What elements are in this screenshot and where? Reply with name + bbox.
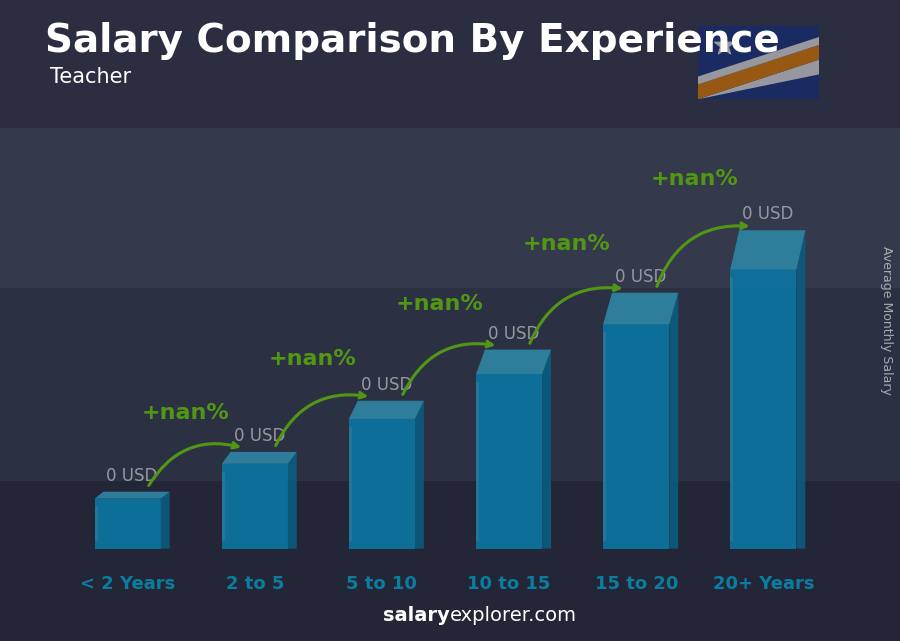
Text: salary: salary bbox=[383, 606, 450, 625]
Polygon shape bbox=[476, 382, 479, 541]
Polygon shape bbox=[698, 45, 819, 99]
Bar bbox=[603, 324, 670, 549]
Polygon shape bbox=[221, 452, 297, 464]
Polygon shape bbox=[698, 37, 819, 85]
Bar bbox=[94, 499, 161, 549]
Bar bbox=[221, 464, 288, 549]
Polygon shape bbox=[730, 277, 734, 541]
Bar bbox=[730, 269, 796, 549]
Text: 0 USD: 0 USD bbox=[615, 268, 666, 286]
Polygon shape bbox=[288, 452, 297, 549]
Text: +nan%: +nan% bbox=[269, 349, 356, 369]
Text: +nan%: +nan% bbox=[396, 294, 483, 314]
Polygon shape bbox=[796, 230, 806, 549]
Text: Salary Comparison By Experience: Salary Comparison By Experience bbox=[45, 22, 779, 60]
Text: 0 USD: 0 USD bbox=[233, 427, 285, 445]
Text: Teacher: Teacher bbox=[50, 67, 130, 87]
Polygon shape bbox=[349, 401, 424, 419]
Polygon shape bbox=[161, 492, 169, 549]
Polygon shape bbox=[542, 349, 551, 549]
Polygon shape bbox=[415, 401, 424, 549]
Polygon shape bbox=[349, 427, 352, 541]
Text: 0 USD: 0 USD bbox=[742, 205, 794, 223]
Bar bbox=[349, 419, 415, 549]
Text: +nan%: +nan% bbox=[141, 403, 230, 423]
Polygon shape bbox=[698, 60, 819, 99]
Polygon shape bbox=[603, 293, 679, 324]
Polygon shape bbox=[94, 506, 98, 541]
Point bbox=[717, 40, 732, 50]
Text: explorer.com: explorer.com bbox=[450, 606, 577, 625]
Polygon shape bbox=[730, 230, 806, 269]
Polygon shape bbox=[221, 472, 225, 541]
Polygon shape bbox=[476, 349, 551, 374]
Text: 0 USD: 0 USD bbox=[361, 376, 412, 394]
Polygon shape bbox=[670, 293, 679, 549]
Text: 0 USD: 0 USD bbox=[488, 324, 539, 343]
Text: Average Monthly Salary: Average Monthly Salary bbox=[880, 246, 893, 395]
Polygon shape bbox=[94, 492, 169, 499]
Text: +nan%: +nan% bbox=[523, 235, 611, 254]
Text: 0 USD: 0 USD bbox=[106, 467, 158, 485]
Bar bbox=[476, 374, 542, 549]
Text: +nan%: +nan% bbox=[650, 169, 738, 188]
Polygon shape bbox=[603, 332, 607, 541]
